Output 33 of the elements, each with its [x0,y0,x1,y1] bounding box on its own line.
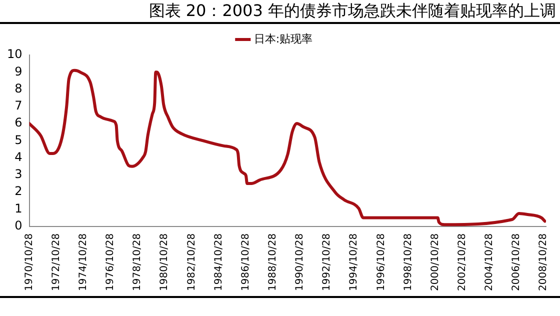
x-tick-label: 1988/10/28 [268,233,279,292]
x-tick-label: 1972/10/28 [50,233,62,292]
x-tick-label: 2000/10/28 [430,233,441,292]
y-tick-label: 1 [14,201,22,216]
x-tick-label: 2006/10/28 [511,233,522,292]
x-tick-label: 2008/10/28 [538,233,550,292]
x-tick-label: 1990/10/28 [294,233,306,292]
x-tick-label: 1980/10/28 [159,233,170,292]
x-tick-label: 1984/10/28 [213,233,224,292]
x-tick-label: 2004/10/28 [484,233,496,292]
legend-label: 日本:贴现率 [254,32,313,46]
y-tick-label: 10 [6,47,22,62]
x-tick-label: 1982/10/28 [186,233,198,292]
y-tick-label: 6 [14,116,22,130]
y-tick-label: 4 [14,150,22,164]
x-tick-label: 1998/10/28 [402,233,414,292]
y-tick-label: 2 [14,184,22,198]
x-tick-label: 1974/10/28 [78,233,90,292]
x-tick-label: 1994/10/28 [348,233,360,292]
x-tick-label: 1976/10/28 [105,233,116,292]
x-tick-label: 1970/10/28 [24,233,35,292]
y-tick-label: 3 [14,167,22,182]
chart-title: 图表 20：2003 年的债券市场急跌未伴随着贴现率的上调 [0,0,560,24]
y-tick-label: 9 [14,64,22,78]
y-tick-label: 7 [14,98,22,113]
x-tick-label: 1996/10/28 [376,233,387,292]
y-tick-label: 8 [14,81,22,96]
x-tick-label: 1986/10/28 [240,233,252,292]
x-tick-label: 1978/10/28 [132,233,144,292]
x-tick-label: 2002/10/28 [456,233,468,292]
y-tick-label: 5 [14,132,22,147]
x-tick-label: 1992/10/28 [322,233,333,292]
y-tick-label: 0 [14,218,22,232]
